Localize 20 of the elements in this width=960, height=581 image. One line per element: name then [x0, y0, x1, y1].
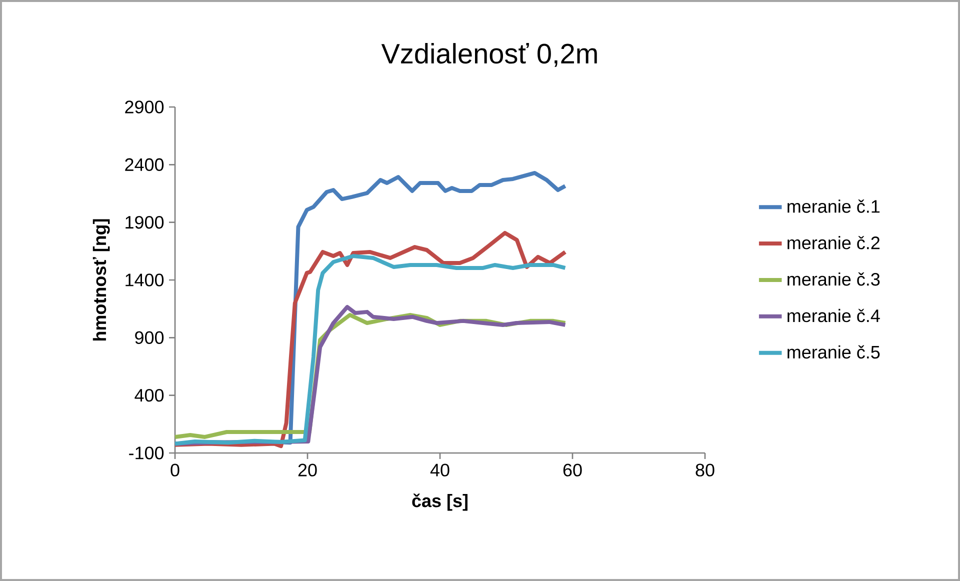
y-tick-label: 2900 [125, 100, 164, 114]
chart-title: Vzdialenosť 0,2m [381, 43, 597, 67]
x-tick-label: 20 [298, 464, 317, 476]
legend-label: meranie č.2 [788, 236, 880, 250]
y-tick-label: 2400 [125, 158, 164, 172]
x-tick-label: 0 [170, 464, 180, 476]
x-axis-title: čas [s] [412, 494, 468, 511]
y-tick-label: 1400 [126, 274, 164, 286]
y-axis-title: hmotnosť [ng] [92, 219, 110, 341]
y-tick-label: 1900 [126, 216, 164, 229]
x-tick-label: 60 [563, 464, 582, 476]
legend-label: meranie č.1 [788, 200, 880, 213]
x-tick-label: 80 [696, 464, 714, 476]
y-tick-label: 400 [134, 388, 164, 402]
x-tick-label: 40 [430, 464, 450, 476]
legend-label: meranie č.3 [788, 272, 880, 286]
legend-label: meranie č.4 [788, 308, 880, 322]
legend-label: meranie č.5 [788, 345, 880, 359]
y-tick-label: -100 [129, 446, 164, 460]
y-tick-label: 900 [135, 331, 164, 344]
